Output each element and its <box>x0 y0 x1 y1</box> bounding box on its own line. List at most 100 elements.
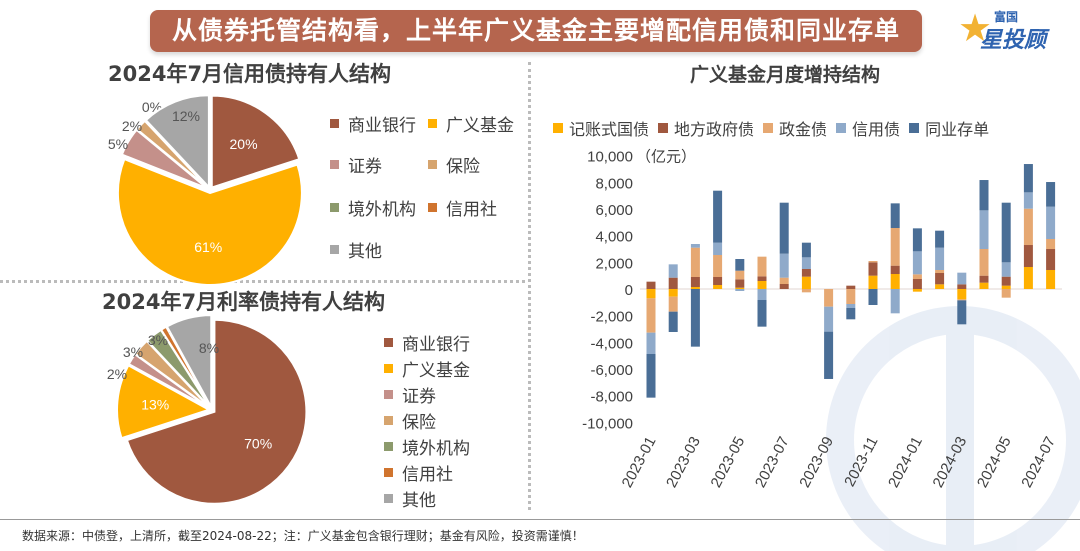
bar-segment-同业存单-2024-03 <box>957 300 967 325</box>
pie-slice-广义基金 <box>116 364 212 440</box>
credit-legend-item: 境外机构 <box>330 195 416 220</box>
pie-slice-其他 <box>165 314 213 408</box>
bar-segment-信用债-2024-06 <box>1023 192 1033 209</box>
bar-segment-同业存单-2023-07 <box>779 202 789 254</box>
bar-segment-信用债-2023-07 <box>779 253 789 278</box>
bar-segment-地方政府债-2024-02 <box>935 273 945 285</box>
bar-segment-地方政府债-2023-07 <box>779 284 789 289</box>
y-tick-label: -2,000 <box>590 309 633 326</box>
bar-legend-item: 同业存单 <box>909 116 989 140</box>
y-tick-label: 8,000 <box>595 175 633 192</box>
legend-swatch <box>384 390 393 399</box>
bar-segment-地方政府债-2024-07 <box>1046 249 1056 271</box>
bar-segment-同业存单-2024-05 <box>1001 202 1011 263</box>
pie-label: 2% <box>107 366 127 382</box>
legend-label: 证券 <box>348 157 382 177</box>
footer-note: 数据来源：中债登，上清所，截至2024-08-22；注：广义基金包含银行理财；基… <box>22 529 584 543</box>
credit-legend-item: 证券 <box>330 152 382 177</box>
bar-segment-地方政府债-2023-10 <box>846 285 856 289</box>
x-tick-label: 2024-07 <box>1018 434 1059 491</box>
bar-chart-title: 广义基金月度增持结构 <box>690 64 881 86</box>
bar-segment-地方政府债-2023-06 <box>757 276 767 282</box>
bar-segment-同业存单-2023-05 <box>735 259 745 271</box>
credit-legend-item: 其他 <box>330 237 382 262</box>
bar-segment-政金债-2023-04 <box>713 255 723 278</box>
horizontal-divider <box>0 280 525 283</box>
bar-segment-政金债-2023-05 <box>735 270 745 280</box>
title-banner: 从债券托管结构看，上半年广义基金主要增配信用债和同业存单 <box>150 10 922 52</box>
rate-legend-item: 广义基金 <box>384 356 470 381</box>
legend-swatch <box>658 123 669 133</box>
bar-segment-记账式国债-2024-06 <box>1023 267 1033 289</box>
pie-slice-保险 <box>135 119 209 189</box>
bar-chart-legend: 记账式国债 地方政府债 政金债 信用债 同业存单 <box>553 116 998 140</box>
legend-label: 保险 <box>402 413 436 433</box>
legend-swatch <box>384 494 393 503</box>
bar-segment-记账式国债-2023-06 <box>757 281 767 289</box>
star-icon: ★ <box>958 6 993 50</box>
bar-segment-同业存单-2024-02 <box>935 230 945 248</box>
bar-segment-政金债-2024-05 <box>1001 289 1011 298</box>
bar-segment-同业存单-2024-01 <box>912 228 922 252</box>
credit-legend-item: 信用社 <box>428 195 497 220</box>
bar-segment-信用债-2023-10 <box>846 303 856 308</box>
bar-segment-地方政府债-2023-05 <box>735 279 745 288</box>
y-tick-label: 2,000 <box>595 255 633 272</box>
bar-segment-记账式国债-2024-03 <box>957 289 967 300</box>
vertical-divider <box>528 62 531 510</box>
bar-segment-政金债-2024-07 <box>1046 239 1056 250</box>
pie-chart-credit: 20%61%5%2%0%12% <box>108 94 303 286</box>
x-tick-label: 2023-07 <box>752 434 793 491</box>
rate-legend-item: 保险 <box>384 408 436 433</box>
bar-segment-政金债-2023-06 <box>757 256 767 277</box>
bar-segment-记账式国债-2024-01 <box>912 289 922 292</box>
legend-swatch <box>384 442 393 451</box>
pie-slice-商业银行 <box>210 94 301 189</box>
legend-label: 地方政府债 <box>674 120 755 139</box>
bar-segment-信用债-2024-04 <box>979 210 989 250</box>
pie-slice-其他 <box>144 94 210 190</box>
legend-label: 商业银行 <box>348 116 416 136</box>
bar-segment-政金债-2023-10 <box>846 289 856 304</box>
x-tick-label: 2024-05 <box>974 434 1015 491</box>
bar-segment-地方政府债-2024-05 <box>1001 276 1011 286</box>
logo: ★ 富国 星投顾 <box>958 6 1068 53</box>
legend-label: 政金债 <box>779 120 828 139</box>
bar-legend-item: 记账式国债 <box>553 116 649 140</box>
pie-label: 20% <box>230 136 258 152</box>
logo-big-text: 星投顾 <box>980 28 1047 53</box>
bar-segment-记账式国债-2023-12 <box>890 274 900 289</box>
y-tick-label: -4,000 <box>590 335 633 352</box>
bar-segment-记账式国债-2023-03 <box>690 287 700 289</box>
credit-legend-item: 广义基金 <box>428 111 514 136</box>
bar-segment-记账式国债-2023-02 <box>668 289 678 297</box>
credit-legend-item: 商业银行 <box>330 111 416 136</box>
y-tick-label: 0 <box>625 282 633 299</box>
pie-label: 13% <box>141 397 169 413</box>
y-tick-label: -10,000 <box>582 415 633 432</box>
bar-segment-信用债-2023-04 <box>713 242 723 256</box>
pie-label: 8% <box>199 340 219 356</box>
legend-swatch <box>330 119 339 128</box>
bar-segment-同业存单-2023-10 <box>846 307 856 320</box>
legend-label: 信用债 <box>852 120 901 139</box>
bar-segment-政金债-2023-03 <box>690 247 700 278</box>
bar-segment-政金债-2024-01 <box>912 274 922 280</box>
bar-segment-地方政府债-2024-01 <box>912 279 922 289</box>
bar-segment-信用债-2023-02 <box>668 264 678 278</box>
legend-label: 信用社 <box>402 465 453 485</box>
bar-segment-同业存单-2023-04 <box>713 190 723 243</box>
bar-segment-同业存单-2023-11 <box>868 289 878 305</box>
bar-segment-记账式国债-2023-08 <box>801 276 811 289</box>
pie-chart-rate: 70%13%2%3%3%1%8% <box>107 314 308 505</box>
bar-segment-记账式国债-2023-04 <box>713 285 723 289</box>
x-tick-label: 2023-03 <box>663 434 704 491</box>
legend-label: 广义基金 <box>402 361 470 381</box>
bar-segment-政金债-2023-08 <box>801 289 811 293</box>
legend-label: 证券 <box>402 387 436 407</box>
bar-segment-同业存单-2024-04 <box>979 180 989 211</box>
bar-segment-同业存单-2023-08 <box>801 242 811 258</box>
bar-segment-政金债-2023-12 <box>890 228 900 266</box>
logo-small-text: 富国 <box>994 10 1019 24</box>
